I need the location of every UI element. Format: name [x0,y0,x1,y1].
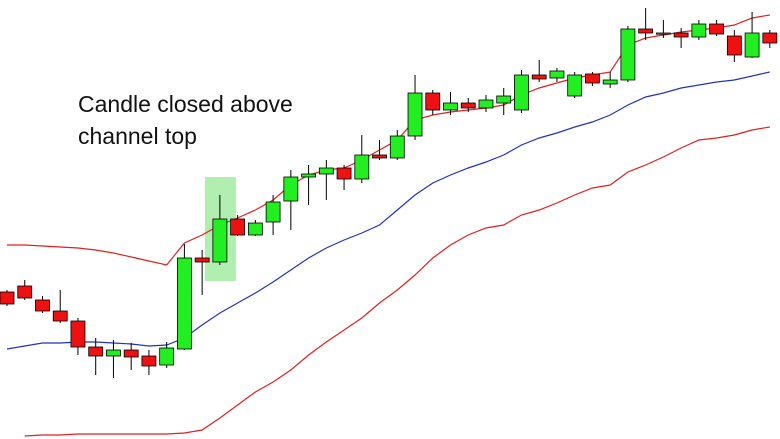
candle-body [70,320,86,348]
candle-body [425,92,441,111]
candle-body [354,154,370,180]
candle-body [212,218,228,263]
candle-body [531,74,547,80]
candle-body [88,346,104,357]
candle-body [549,70,565,79]
candle-body [123,349,139,358]
channel-line [7,14,770,266]
candle-body [301,173,316,178]
candle-body [265,201,281,223]
candle-body [17,285,33,299]
candle-body [443,102,458,111]
candle-body [655,32,671,35]
candle-body [247,222,263,236]
candle-body [638,28,654,34]
candle-body [283,176,299,202]
candle-body [141,355,157,367]
annotation-line: Candle closed above [78,91,293,117]
candle-body [478,99,494,109]
candle-body [336,167,352,180]
candle-body [726,35,742,56]
candle-body [159,347,175,366]
candle-body [230,218,246,236]
candle-body [176,257,192,350]
channel-line [6,71,770,350]
candle-body [194,257,210,263]
candle-body [407,92,423,137]
annotation-line: channel top [78,123,197,149]
candle-body [389,135,405,159]
candle-body [620,28,636,81]
candle-body [567,74,583,97]
candle-body [52,310,68,322]
candle-body [762,32,778,44]
candle-body [460,102,476,109]
candle-body [372,154,387,159]
candle-body [318,167,334,175]
candle-body [709,23,724,35]
candle-body [744,32,760,58]
candle-body [602,79,618,85]
candle-body [673,32,689,38]
channel-line [24,126,770,437]
candle-body [35,299,50,312]
candle-body [106,349,121,357]
candle-body [514,74,529,111]
candle-body [496,95,512,104]
candle-body [585,73,600,84]
candle-body [691,23,707,38]
candle-body [0,291,15,305]
